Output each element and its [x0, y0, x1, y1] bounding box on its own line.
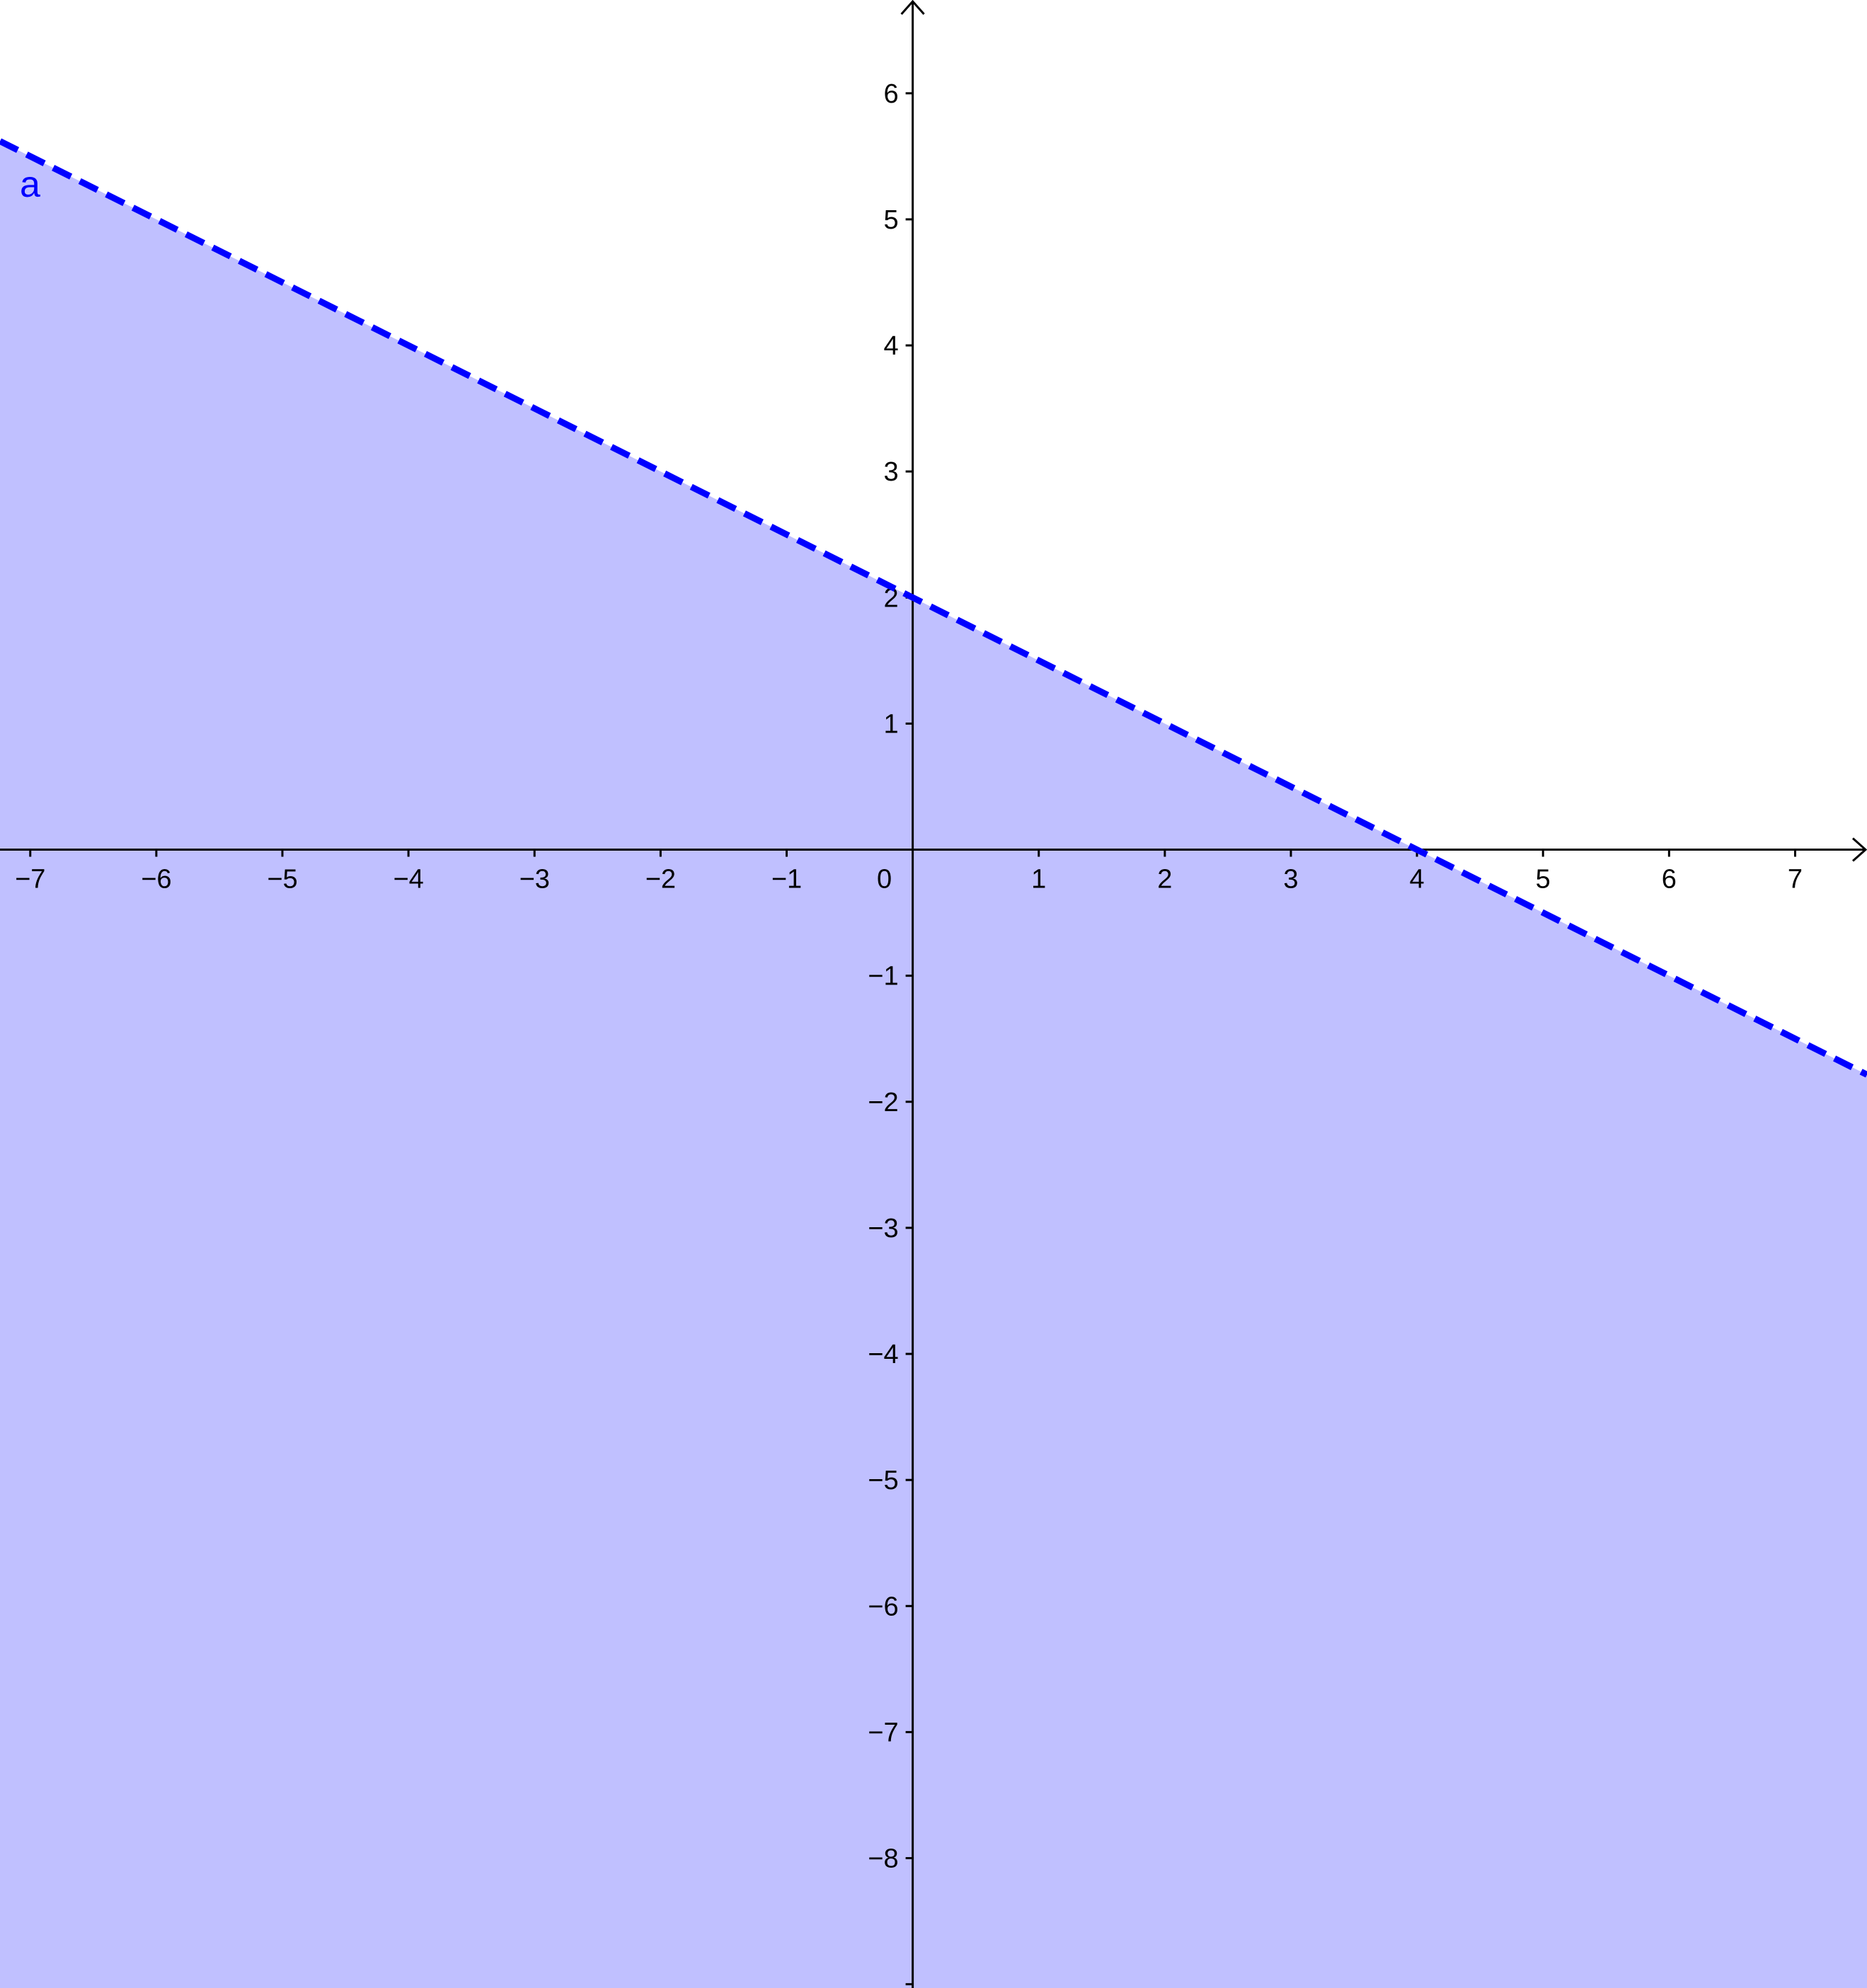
y-tick-label: −3	[868, 1214, 898, 1243]
y-tick-label: −8	[868, 1844, 898, 1874]
shaded-region	[0, 141, 1867, 1988]
x-tick-label: −6	[141, 865, 171, 895]
y-tick-label: 5	[883, 205, 898, 235]
line-label-a: a	[20, 164, 40, 205]
boundary-line-a	[0, 138, 1867, 1078]
x-tick-label: −7	[15, 865, 45, 895]
x-tick-label: 7	[1788, 865, 1803, 895]
y-tick-label: −2	[868, 1088, 898, 1117]
x-tick-label: −3	[519, 865, 550, 895]
x-tick-label: −4	[393, 865, 423, 895]
y-tick-label: 3	[883, 457, 898, 487]
y-tick-label: −4	[868, 1340, 898, 1369]
y-tick-label: −6	[868, 1592, 898, 1621]
x-tick-label: −1	[771, 865, 802, 895]
x-tick-label: 3	[1283, 865, 1298, 895]
y-tick-label: 6	[883, 79, 898, 109]
y-tick-label: 4	[883, 331, 898, 361]
x-tick-label: 2	[1157, 865, 1172, 895]
y-tick-label: −1	[868, 962, 898, 992]
x-tick-label: 4	[1410, 865, 1425, 895]
x-tick-label: 5	[1536, 865, 1551, 895]
y-tick-label: 2	[883, 583, 898, 613]
x-tick-label: 1	[1031, 865, 1046, 895]
x-tick-label: 6	[1662, 865, 1677, 895]
y-tick-label: −5	[868, 1466, 898, 1495]
x-axis-arrow-icon	[1852, 837, 1867, 862]
x-tick-label: −2	[645, 865, 676, 895]
y-axis-arrow-icon	[900, 0, 925, 15]
y-tick-label: 1	[883, 709, 898, 739]
x-tick-label: −5	[267, 865, 297, 895]
origin-label: 0	[877, 865, 892, 895]
y-tick-label: −7	[868, 1718, 898, 1747]
